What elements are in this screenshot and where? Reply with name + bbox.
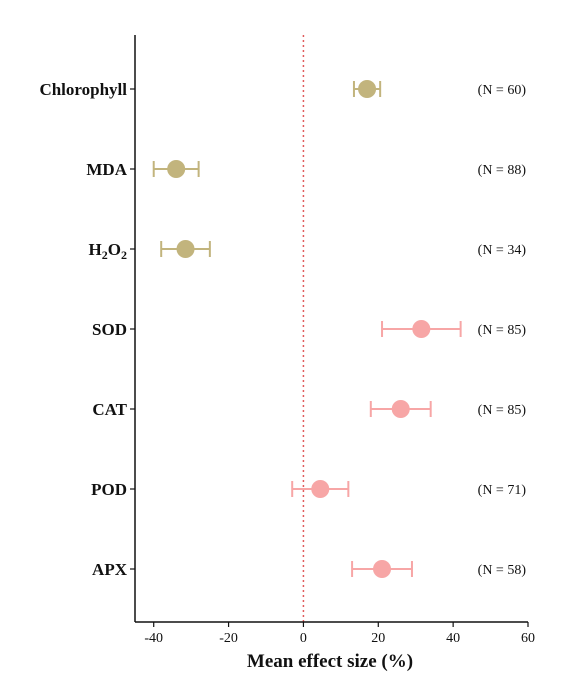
x-tick-label: -20 [219,631,238,646]
category-label: H2O2 [89,240,127,262]
sample-size-label: (N = 85) [478,323,527,338]
sample-size-label: (N = 88) [478,163,527,178]
label-part: H [89,240,102,259]
x-axis: -40 -20 0 20 40 60 [135,621,535,646]
x-tick-label: 60 [521,631,535,646]
x-tick-label: 40 [446,631,460,646]
category-label: CAT [92,400,127,419]
mean-point [412,320,431,338]
mean-point [358,80,377,98]
x-tick-label: 0 [300,631,307,646]
category-label: MDA [86,160,127,179]
x-axis-title: Mean effect size (%) [247,651,413,672]
sample-size-label: (N = 60) [478,83,527,98]
mean-point [176,240,195,258]
sample-size-label: (N = 34) [478,243,527,258]
label-part: O [108,240,121,259]
mean-point [311,480,330,498]
category-label: POD [91,480,127,499]
sample-size-label: (N = 71) [478,483,527,498]
x-tick-label: 20 [371,631,385,646]
subscript: 2 [102,248,108,262]
category-label: SOD [92,320,127,339]
y-axis [130,35,136,622]
data-markers [152,80,462,578]
mean-point [167,160,186,178]
mean-point [391,400,410,418]
sample-size-label: (N = 58) [478,563,527,578]
category-label: Chlorophyll [39,80,127,99]
category-label: APX [92,560,128,579]
category-labels: Chlorophyll (N = 60)MDA (N = 88)H2O2 (N = 3… [39,80,526,579]
mean-point [373,560,392,578]
x-tick-label: -40 [144,631,163,646]
subscript: 2 [121,248,127,262]
sample-size-label: (N = 85) [478,403,527,418]
